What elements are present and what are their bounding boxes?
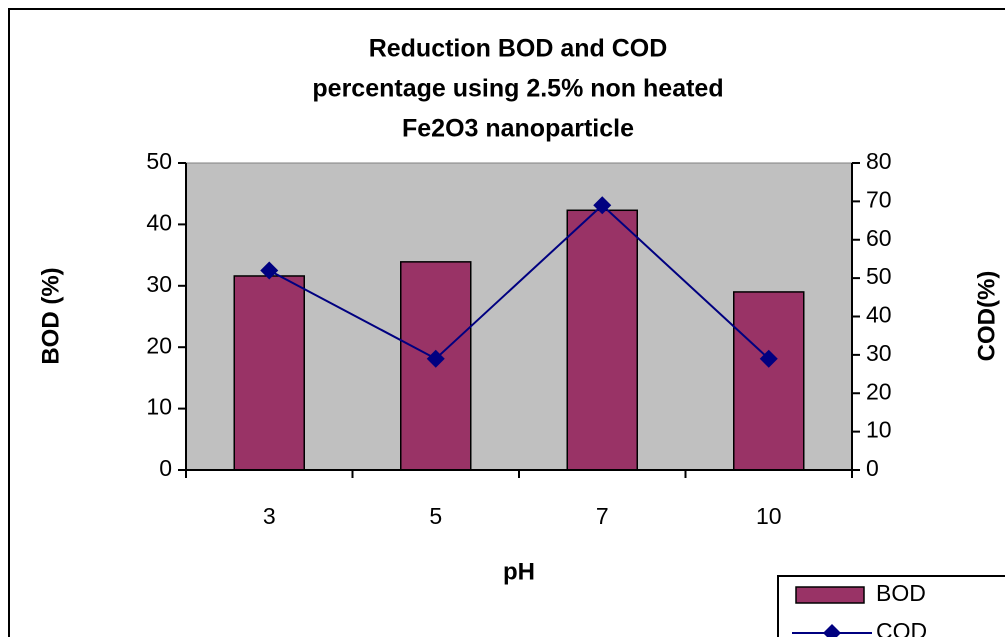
y2-axis-title: COD(%) [973, 271, 1000, 362]
y2-tick-label: 30 [866, 340, 892, 366]
y-tick-label: 0 [159, 455, 172, 481]
chart-title: Reduction BOD and COD [369, 35, 668, 63]
y2-tick-label: 0 [866, 455, 879, 481]
line [268, 203, 770, 360]
y-tick-label: 50 [146, 148, 172, 174]
y-tick-label: 40 [146, 209, 172, 235]
y2-tick-label: 80 [866, 148, 892, 174]
marker [260, 261, 279, 280]
chart-title: Fe2O3 nanoparticle [402, 115, 634, 143]
y2-tick-label: 10 [866, 417, 892, 443]
y2-tick-label: 70 [866, 186, 892, 212]
chart-title: percentage using 2.5% non heated [312, 75, 723, 103]
y-tick-label: 10 [146, 394, 172, 420]
y-tick-label: 20 [146, 332, 172, 358]
legend-swatch [795, 586, 865, 604]
x-tick-label: 7 [596, 503, 609, 529]
chart-border [8, 8, 1005, 637]
x-axis-title: pH [503, 558, 535, 585]
marker [593, 196, 612, 215]
legend-swatch [823, 624, 841, 637]
y-axis-title: BOD (%) [37, 267, 64, 364]
x-tick-label: 3 [263, 503, 276, 529]
y2-tick-label: 50 [866, 263, 892, 289]
marker [759, 349, 778, 368]
y-tick-label: 30 [146, 271, 172, 297]
bar [733, 291, 805, 471]
y2-tick-label: 20 [866, 378, 892, 404]
legend [777, 575, 1005, 637]
legend-label: COD [876, 618, 927, 637]
legend-label: BOD [876, 580, 926, 606]
bar [233, 275, 305, 471]
y2-tick-label: 40 [866, 302, 892, 328]
marker [426, 349, 445, 368]
x-tick-label: 5 [429, 503, 442, 529]
x-tick-label: 10 [756, 503, 782, 529]
y2-tick-label: 60 [866, 225, 892, 251]
bar [566, 209, 638, 471]
